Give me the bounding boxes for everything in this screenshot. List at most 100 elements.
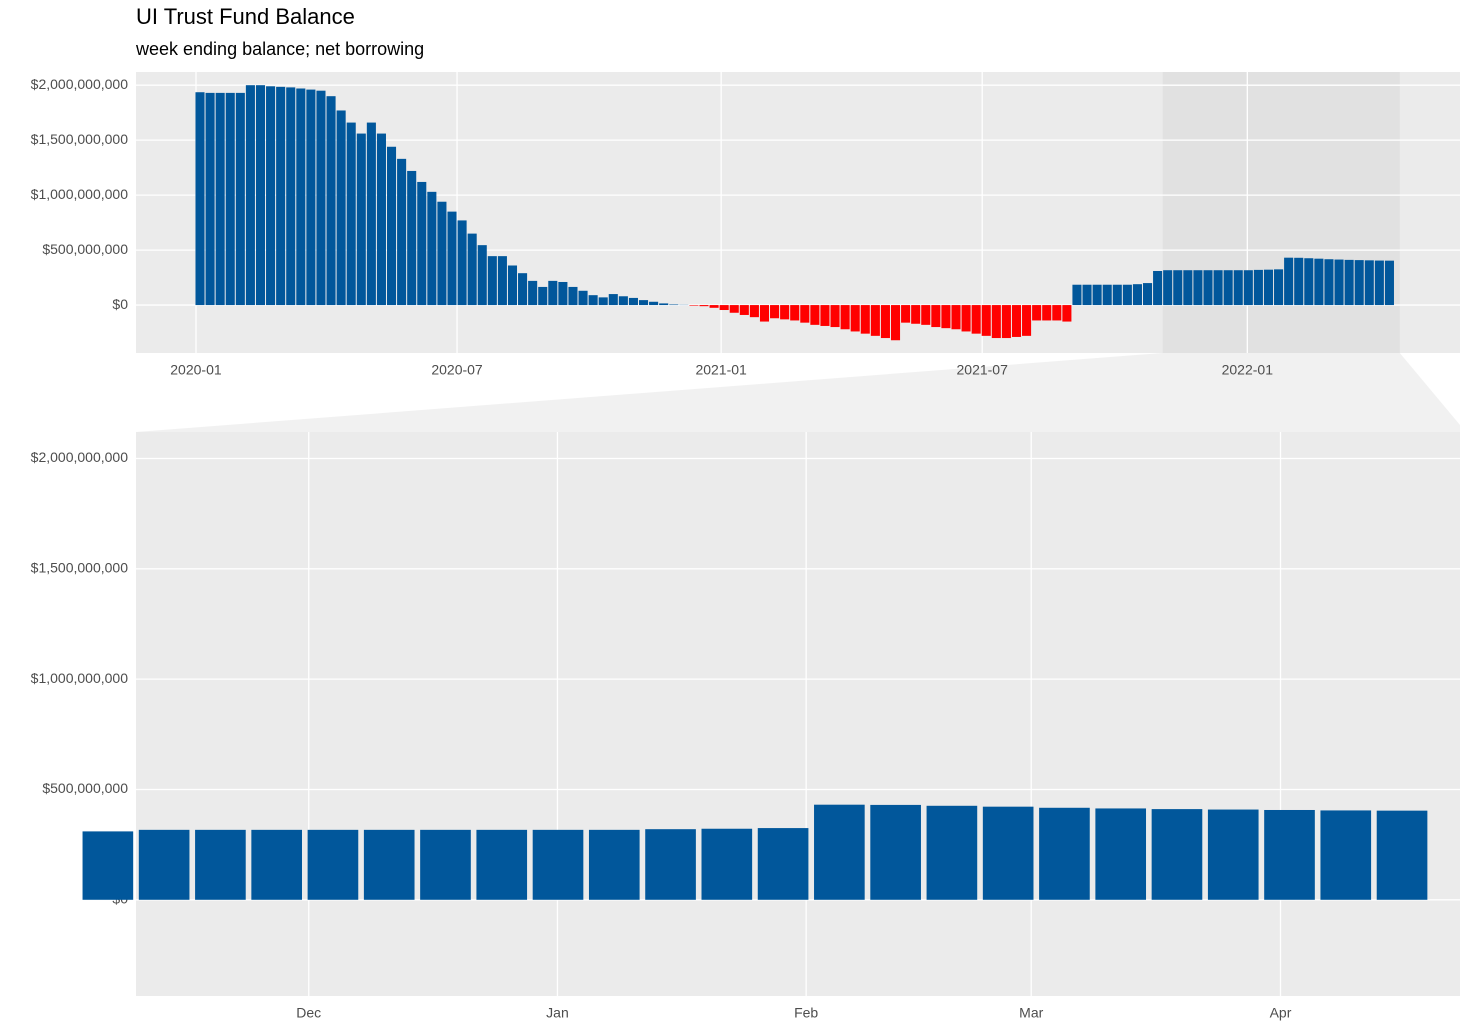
bar xyxy=(538,286,548,306)
bar xyxy=(941,305,951,329)
bar xyxy=(1095,808,1147,900)
bar xyxy=(719,305,729,311)
bar xyxy=(701,828,753,900)
bar xyxy=(931,305,941,328)
panel-background xyxy=(136,432,1460,996)
bar xyxy=(457,220,467,306)
bar xyxy=(1294,257,1304,306)
bar xyxy=(1151,809,1203,900)
bar xyxy=(981,305,991,336)
bar xyxy=(447,211,457,306)
y-tick-label: $1,500,000,000 xyxy=(31,560,129,576)
bar xyxy=(316,90,326,306)
bar xyxy=(588,829,640,900)
bar xyxy=(1304,258,1314,306)
bar xyxy=(1274,269,1284,306)
bar xyxy=(1344,259,1354,306)
bar xyxy=(558,281,568,306)
bar xyxy=(1092,284,1102,306)
bar xyxy=(397,158,407,306)
bar xyxy=(689,305,699,306)
bar xyxy=(729,305,739,313)
bar xyxy=(669,304,679,306)
bar xyxy=(1354,260,1364,306)
bar xyxy=(326,96,336,306)
bar xyxy=(407,170,417,306)
y-tick-label: $2,000,000,000 xyxy=(31,449,129,465)
bar xyxy=(476,829,528,900)
bar xyxy=(870,305,880,336)
bar xyxy=(427,191,437,306)
bar xyxy=(649,301,659,306)
bar xyxy=(548,280,558,306)
zoom-connector xyxy=(136,353,1460,432)
bar xyxy=(1039,807,1090,900)
bar xyxy=(790,305,800,321)
bar xyxy=(1112,284,1122,306)
bar xyxy=(645,829,696,900)
bar xyxy=(800,305,810,323)
bar xyxy=(195,92,205,306)
bar xyxy=(1223,270,1233,306)
bar xyxy=(608,294,618,306)
bar xyxy=(1142,283,1153,306)
bar xyxy=(138,829,190,900)
bar xyxy=(659,303,669,306)
bar xyxy=(507,265,518,306)
bar xyxy=(1011,305,1022,337)
bar xyxy=(1062,305,1072,322)
bar xyxy=(880,305,890,339)
bar xyxy=(1022,305,1032,336)
bar xyxy=(1324,259,1334,306)
bar xyxy=(376,133,386,306)
x-tick-label: Jan xyxy=(546,1005,569,1021)
bar xyxy=(890,305,901,341)
bar xyxy=(814,804,865,900)
bar xyxy=(336,110,346,306)
bar xyxy=(1183,270,1193,306)
bar xyxy=(820,305,830,326)
bar xyxy=(1213,270,1223,306)
bar xyxy=(1042,305,1052,321)
bar xyxy=(1233,270,1243,306)
bar xyxy=(870,804,921,900)
bar xyxy=(266,86,276,306)
bar xyxy=(366,122,376,306)
bar xyxy=(1163,270,1173,306)
bar xyxy=(850,305,860,332)
y-tick-label: $500,000,000 xyxy=(42,780,128,796)
bar xyxy=(420,829,471,900)
bar xyxy=(1263,269,1274,306)
bar xyxy=(921,305,931,325)
y-tick-label: $1,500,000,000 xyxy=(31,131,129,147)
x-tick-label: 2022-01 xyxy=(1222,362,1274,378)
bar xyxy=(971,305,981,334)
bar xyxy=(1102,284,1112,306)
bar xyxy=(1374,260,1384,306)
bar xyxy=(568,286,578,306)
x-tick-label: Apr xyxy=(1270,1005,1292,1021)
chart-title: UI Trust Fund Balance xyxy=(136,4,355,29)
bar xyxy=(860,305,870,334)
bar xyxy=(205,92,215,306)
bar xyxy=(1122,284,1132,306)
bar xyxy=(532,829,584,900)
x-tick-label: Mar xyxy=(1019,1005,1043,1021)
bar xyxy=(417,181,427,306)
bar xyxy=(1203,270,1213,306)
bar xyxy=(356,133,366,306)
bar xyxy=(437,201,447,306)
y-tick-label: $0 xyxy=(112,296,128,312)
bar xyxy=(1153,270,1163,306)
bar xyxy=(215,92,225,306)
bar xyxy=(251,829,302,900)
bar xyxy=(346,122,356,306)
bar xyxy=(477,245,487,306)
x-tick-label: 2021-01 xyxy=(695,362,747,378)
bar xyxy=(757,828,809,900)
bar xyxy=(638,300,649,306)
bar xyxy=(901,305,911,323)
bar xyxy=(951,305,961,330)
bar xyxy=(739,305,749,315)
bar xyxy=(1001,305,1011,339)
